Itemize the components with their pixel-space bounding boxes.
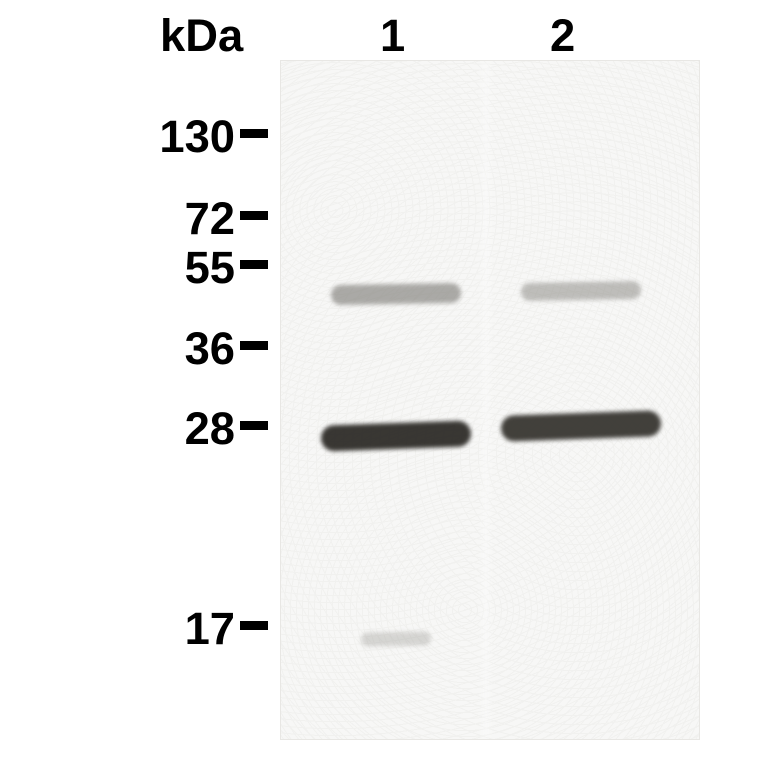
mw-tick-5 <box>240 621 268 630</box>
mw-tick-1 <box>240 211 268 220</box>
mw-label-2: 55 <box>100 242 235 294</box>
mw-label-0: 130 <box>100 111 235 163</box>
mw-tick-4 <box>240 421 268 430</box>
mw-label-3: 36 <box>100 323 235 375</box>
mw-tick-2 <box>240 260 268 269</box>
mw-label-4: 28 <box>100 403 235 455</box>
mw-label-1: 72 <box>100 193 235 245</box>
band-1 <box>521 281 641 301</box>
lane-2-label: 2 <box>550 10 575 62</box>
blot-membrane <box>280 60 700 740</box>
unit-label: kDa <box>160 10 243 62</box>
western-blot-figure: { "figure": { "type": "western-blot", "w… <box>0 0 764 764</box>
blot-grain <box>281 61 699 739</box>
band-2 <box>321 420 472 451</box>
mw-label-5: 17 <box>100 603 235 655</box>
band-4 <box>361 631 431 646</box>
mw-tick-0 <box>240 129 268 138</box>
mw-tick-3 <box>240 341 268 350</box>
lane-divider <box>483 61 489 739</box>
lane-1-label: 1 <box>380 10 405 62</box>
band-0 <box>331 283 461 305</box>
